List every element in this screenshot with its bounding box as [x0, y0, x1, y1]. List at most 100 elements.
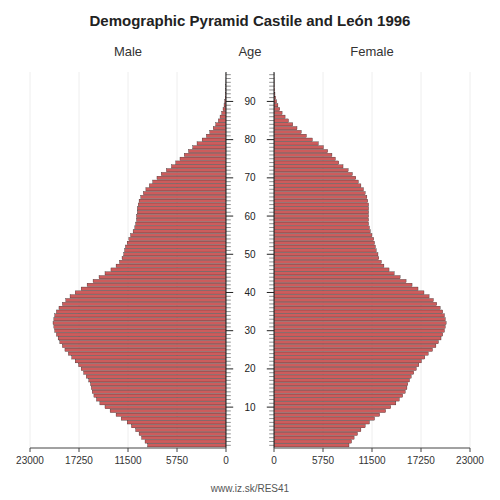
bar [274, 249, 376, 252]
minor-tick [226, 372, 231, 373]
minor-tick [226, 361, 231, 362]
minor-tick [269, 82, 274, 83]
bar [274, 310, 443, 313]
bar [75, 291, 226, 294]
minor-tick [269, 200, 274, 201]
bar [66, 298, 226, 301]
bar [94, 394, 226, 397]
bar [274, 107, 280, 110]
x-tick-label: 17250 [407, 455, 435, 466]
y-tick [226, 292, 233, 293]
y-tick [267, 292, 274, 293]
bar [213, 127, 226, 130]
minor-tick [269, 246, 274, 247]
minor-tick [226, 93, 231, 94]
minor-tick [269, 193, 274, 194]
minor-tick [269, 388, 274, 389]
bar [137, 207, 226, 210]
minor-tick [269, 189, 274, 190]
bar [274, 130, 301, 133]
minor-tick [226, 319, 231, 320]
minor-tick [269, 296, 274, 297]
bar [274, 264, 384, 267]
bar [92, 390, 226, 393]
bar [274, 444, 349, 447]
minor-tick [269, 78, 274, 79]
minor-tick [226, 273, 231, 274]
minor-tick [226, 315, 231, 316]
x-tick-label: 11500 [358, 455, 386, 466]
minor-tick [269, 277, 274, 278]
minor-tick [269, 120, 274, 121]
bar [274, 302, 437, 305]
bar [274, 272, 394, 275]
minor-tick [226, 338, 231, 339]
minor-tick [269, 235, 274, 236]
bar [274, 222, 369, 225]
minor-tick [269, 403, 274, 404]
minor-tick [269, 242, 274, 243]
minor-tick [269, 112, 274, 113]
minor-tick [226, 105, 231, 106]
bar [274, 276, 400, 279]
bar [274, 383, 408, 386]
minor-tick [269, 326, 274, 327]
bar [274, 298, 433, 301]
y-tick [226, 330, 233, 331]
minor-tick [226, 376, 231, 377]
bar [274, 409, 386, 412]
minor-tick [226, 109, 231, 110]
bar [133, 230, 226, 233]
bar [60, 341, 226, 344]
bar [189, 149, 226, 152]
bar [274, 405, 391, 408]
minor-tick [269, 97, 274, 98]
minor-tick [269, 391, 274, 392]
minor-tick [269, 258, 274, 259]
y-tick [226, 254, 233, 255]
bar [274, 192, 365, 195]
minor-tick [226, 418, 231, 419]
bar [274, 104, 278, 107]
minor-tick [269, 433, 274, 434]
bar [166, 169, 226, 172]
minor-tick [226, 261, 231, 262]
female-bars [274, 73, 446, 447]
minor-tick [269, 334, 274, 335]
bar [105, 405, 226, 408]
bar [274, 230, 370, 233]
y-tick [267, 368, 274, 369]
bar [274, 318, 445, 321]
minor-tick [226, 116, 231, 117]
bar [138, 203, 226, 206]
x-tick [177, 448, 178, 452]
minor-tick [269, 342, 274, 343]
bar [274, 199, 368, 202]
minor-tick [269, 365, 274, 366]
minor-tick [226, 189, 231, 190]
minor-tick [269, 93, 274, 94]
bar [274, 348, 433, 351]
minor-tick [226, 345, 231, 346]
bar [220, 115, 226, 118]
minor-tick [269, 410, 274, 411]
bar [274, 211, 369, 214]
bar [125, 249, 226, 252]
chart: Demographic Pyramid Castile and León 199… [0, 0, 500, 500]
bar [274, 176, 356, 179]
y-tick [267, 330, 274, 331]
minor-tick [226, 120, 231, 121]
bar [87, 283, 226, 286]
y-tick-label: 20 [244, 363, 256, 374]
minor-tick [226, 223, 231, 224]
minor-tick [226, 258, 231, 259]
bar [142, 436, 226, 439]
bar [274, 360, 421, 363]
bar [105, 272, 226, 275]
minor-tick [226, 193, 231, 194]
bar [274, 268, 389, 271]
bar [55, 314, 226, 317]
minor-tick [226, 196, 231, 197]
bar [55, 329, 226, 332]
minor-tick [226, 135, 231, 136]
